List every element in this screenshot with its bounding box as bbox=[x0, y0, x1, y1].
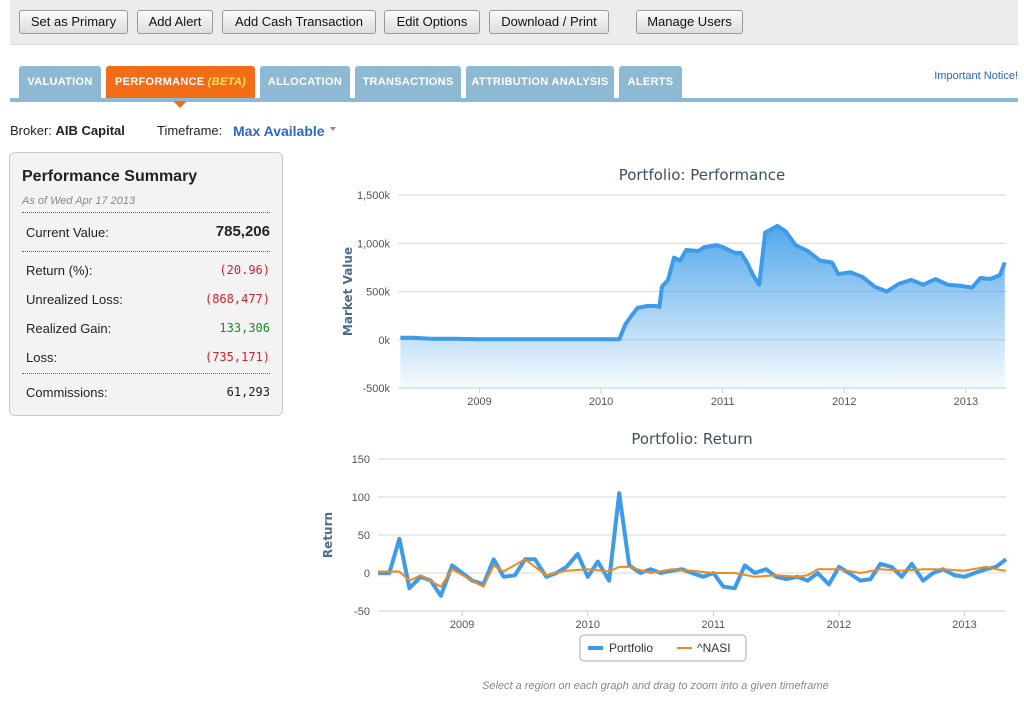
chart-title: Portfolio: Return bbox=[631, 430, 752, 448]
y-tick-label: 500k bbox=[366, 287, 390, 299]
broker-row: Broker: AIB Capital bbox=[10, 123, 125, 138]
summary-title: Performance Summary bbox=[22, 168, 198, 185]
toolbar: Set as Primary Add Alert Add Cash Transa… bbox=[10, 0, 1018, 45]
tab-allocation[interactable]: ALLOCATION bbox=[260, 66, 350, 98]
unrealized-loss-label: Unrealized Loss: bbox=[26, 292, 123, 307]
edit-options-button[interactable]: Edit Options bbox=[384, 10, 480, 34]
divider bbox=[22, 251, 270, 252]
return-value: (20.96) bbox=[219, 263, 270, 277]
tab-label: TRANSACTIONS bbox=[362, 76, 454, 88]
important-notice-link[interactable]: Important Notice! bbox=[934, 70, 1018, 82]
tab-alerts[interactable]: ALERTS bbox=[619, 66, 682, 98]
y-tick-label: 1,000k bbox=[357, 238, 391, 250]
realized-gain-value: 133,306 bbox=[219, 321, 270, 335]
x-tick-label: 2012 bbox=[832, 396, 856, 408]
broker-label: Broker: bbox=[10, 123, 52, 138]
tab-bar: VALUATION PERFORMANCE (BETA) ALLOCATION … bbox=[10, 66, 1018, 102]
timeframe-label: Timeframe: bbox=[157, 123, 223, 138]
y-tick-label: -500k bbox=[362, 383, 390, 395]
y-tick-label: 50 bbox=[358, 530, 370, 542]
y-tick-label: 0k bbox=[378, 335, 390, 347]
portfolio-series-line bbox=[400, 223, 1007, 342]
tab-attribution-analysis[interactable]: ATTRIBUTION ANALYSIS bbox=[466, 66, 614, 98]
tab-label: ATTRIBUTION ANALYSIS bbox=[471, 76, 609, 88]
x-tick-label: 2012 bbox=[827, 619, 851, 631]
tab-valuation[interactable]: VALUATION bbox=[19, 66, 101, 98]
chart-title: Portfolio: Performance bbox=[619, 166, 786, 184]
return-label: Return (%): bbox=[26, 263, 93, 278]
x-tick-label: 2013 bbox=[952, 619, 976, 631]
x-tick-label: 2009 bbox=[467, 396, 491, 408]
tab-transactions[interactable]: TRANSACTIONS bbox=[355, 66, 461, 98]
summary-as-of: As of Wed Apr 17 2013 bbox=[22, 195, 136, 207]
y-tick-label: 0 bbox=[364, 568, 370, 580]
x-tick-label: 2010 bbox=[576, 619, 600, 631]
tab-performance[interactable]: PERFORMANCE (BETA) bbox=[106, 66, 255, 98]
tab-label: VALUATION bbox=[27, 76, 93, 88]
y-tick-label: 100 bbox=[352, 492, 370, 504]
y-axis-label: Market Value bbox=[341, 247, 355, 336]
nasi-series-line bbox=[378, 558, 1007, 588]
commissions-label: Commissions: bbox=[26, 385, 108, 400]
loss-label: Loss: bbox=[26, 350, 58, 365]
y-axis-label: Return bbox=[321, 512, 335, 558]
unrealized-loss-value: (868,477) bbox=[204, 292, 270, 306]
x-tick-label: 2011 bbox=[702, 619, 726, 631]
add-cash-transaction-button[interactable]: Add Cash Transaction bbox=[222, 10, 376, 34]
beta-badge: (BETA) bbox=[207, 76, 247, 88]
commissions-value: 61,293 bbox=[226, 385, 270, 399]
active-tab-pointer bbox=[173, 101, 187, 108]
y-tick-label: -50 bbox=[354, 606, 370, 618]
tab-label: ALLOCATION bbox=[267, 76, 343, 88]
x-tick-label: 2009 bbox=[450, 619, 474, 631]
current-value-label: Current Value: bbox=[26, 225, 109, 240]
x-tick-label: 2010 bbox=[589, 396, 613, 408]
y-tick-label: 150 bbox=[352, 454, 370, 466]
divider bbox=[22, 373, 270, 374]
x-tick-label: 2013 bbox=[954, 396, 978, 408]
broker-value: AIB Capital bbox=[55, 123, 125, 138]
manage-users-button[interactable]: Manage Users bbox=[636, 10, 743, 34]
divider bbox=[22, 212, 270, 213]
tab-label: PERFORMANCE bbox=[114, 76, 205, 88]
add-alert-button[interactable]: Add Alert bbox=[137, 10, 213, 34]
zoom-hint: Select a region on each graph and drag t… bbox=[482, 680, 829, 692]
timeframe-select[interactable]: Max Available bbox=[233, 123, 325, 139]
x-tick-label: 2011 bbox=[711, 396, 735, 408]
performance-summary-panel: Performance Summary As of Wed Apr 17 201… bbox=[9, 152, 283, 416]
current-value: 785,206 bbox=[215, 223, 270, 240]
download-print-button[interactable]: Download / Print bbox=[489, 10, 609, 34]
legend-box bbox=[579, 634, 747, 662]
y-tick-label: 1,500k bbox=[357, 190, 391, 202]
realized-gain-label: Realized Gain: bbox=[26, 321, 112, 336]
tab-label: ALERTS bbox=[627, 76, 674, 88]
legend-portfolio-label: Portfolio bbox=[609, 641, 653, 655]
set-as-primary-button[interactable]: Set as Primary bbox=[19, 10, 128, 34]
legend-nasi-label: ^NASI bbox=[697, 641, 731, 655]
series-area bbox=[400, 225, 1005, 388]
chevron-down-icon[interactable] bbox=[330, 127, 336, 131]
loss-value: (735,171) bbox=[204, 350, 270, 364]
